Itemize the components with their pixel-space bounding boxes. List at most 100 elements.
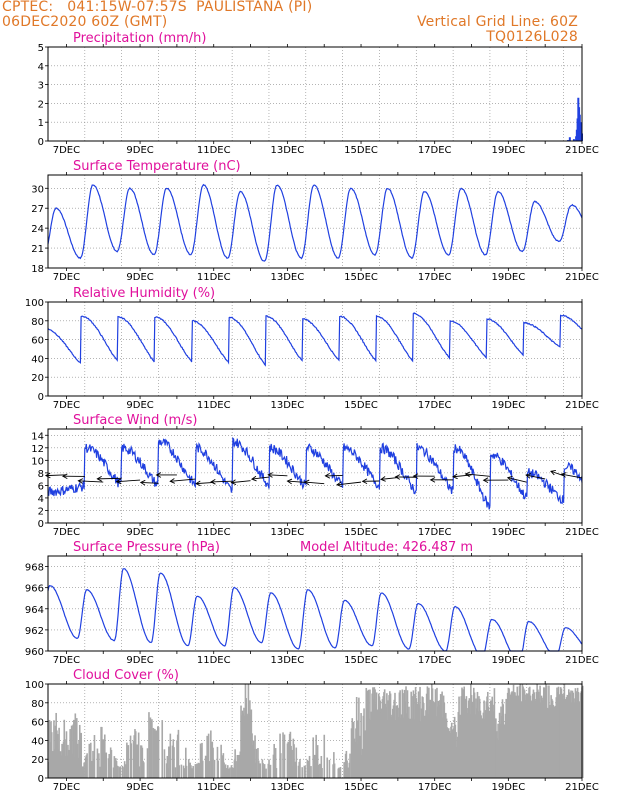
wind-arrow-head <box>412 473 419 479</box>
y-tick-label: 30 <box>31 184 44 195</box>
y-tick-label: 14 <box>31 431 44 442</box>
y-tick-label: 10 <box>31 456 44 467</box>
x-tick-label: 7DEC <box>53 272 80 283</box>
y-tick-label: 4 <box>38 62 44 73</box>
wind-arrow <box>196 482 214 485</box>
cloud-bar <box>183 768 186 778</box>
cloud-bar <box>83 762 85 778</box>
cloud-bar <box>333 763 336 778</box>
cloud-bar <box>53 720 55 778</box>
series-line <box>47 568 583 652</box>
cloud-bar <box>74 713 77 778</box>
cloud-bar <box>143 762 145 778</box>
cloud-bar <box>86 753 88 778</box>
cloud-bar <box>339 766 342 778</box>
cloud-bar <box>301 767 303 778</box>
cloud-bar <box>98 753 100 778</box>
series-line <box>47 183 583 262</box>
x-tick-label: 13DEC <box>271 145 305 156</box>
cloud-bar <box>213 759 216 778</box>
x-tick-label: 9DEC <box>126 527 153 538</box>
wind-arrow <box>231 480 251 484</box>
wind-arrow <box>465 473 490 477</box>
cloud-bar <box>355 697 358 778</box>
cloud-bar <box>235 761 237 778</box>
x-tick-label: 21DEC <box>565 145 599 156</box>
y-tick-label: 21 <box>31 244 44 255</box>
cloud-bar <box>220 744 222 778</box>
cloud-bar <box>65 731 68 778</box>
wind-arrow-head <box>303 479 310 486</box>
cloud-bar <box>275 768 278 778</box>
wind-arrow <box>251 476 270 480</box>
cloud-bar <box>102 739 105 778</box>
x-tick-label: 11DEC <box>197 145 231 156</box>
y-tick-label: 8 <box>38 469 44 480</box>
cloud-bar <box>320 755 323 778</box>
panel-frame <box>47 174 583 269</box>
wind-arrow-head <box>464 471 471 478</box>
cloud-bar <box>169 733 172 778</box>
cloud-bar <box>204 755 207 778</box>
precip-bar <box>580 122 583 141</box>
wind-arrow-head <box>195 480 201 487</box>
wind-arrow <box>337 481 362 486</box>
y-tick-label: 18 <box>31 264 44 275</box>
cloud-bar <box>93 735 96 778</box>
panel-frame <box>47 683 583 779</box>
y-tick-label: 2 <box>38 99 44 110</box>
panel-title: Surface Wind (m/s) <box>73 413 197 428</box>
x-tick-label: 17DEC <box>418 272 452 283</box>
cloud-bar <box>174 767 177 778</box>
y-tick-label: 966 <box>25 584 44 595</box>
x-tick-label: 17DEC <box>418 145 452 156</box>
x-tick-label: 11DEC <box>197 527 231 538</box>
cloud-bar <box>163 749 166 778</box>
x-tick-label: 17DEC <box>418 527 452 538</box>
x-tick-label: 19DEC <box>491 782 525 793</box>
y-tick-label: 40 <box>31 736 44 747</box>
wind-arrow <box>268 474 288 477</box>
cloud-bar <box>168 746 170 778</box>
cloud-bar <box>207 733 210 778</box>
cloud-bar <box>280 753 282 778</box>
y-tick-label: 968 <box>25 563 44 574</box>
y-tick-label: 80 <box>31 699 44 710</box>
x-tick-label: 11DEC <box>197 272 231 283</box>
wind-arrow-head <box>115 478 122 485</box>
cloud-bar <box>217 760 220 778</box>
cloud-bar <box>283 734 286 778</box>
y-tick-label: 12 <box>31 444 44 455</box>
cloud-bar <box>254 735 256 778</box>
header-location: CPTEC: 041:15W-07:57S PAULISTANA (PI) <box>2 0 313 15</box>
y-tick-label: 4 <box>38 494 44 505</box>
cloud-bar <box>582 685 584 778</box>
cloud-bar <box>105 752 108 778</box>
cloud-bar <box>138 766 141 778</box>
cloud-bar <box>326 757 329 778</box>
wind-arrow-head <box>525 473 532 479</box>
wind-arrow-head <box>394 474 401 480</box>
cloud-bar <box>110 749 113 778</box>
wind-arrow <box>45 474 67 477</box>
x-tick-label: 19DEC <box>491 145 525 156</box>
cloud-bar <box>108 753 110 778</box>
cloud-bar <box>161 720 164 778</box>
cloud-bar <box>136 744 138 778</box>
cloud-bar <box>238 754 240 778</box>
y-tick-label: 80 <box>31 317 44 328</box>
cloud-bar <box>88 743 91 778</box>
y-tick-label: 20 <box>31 755 44 766</box>
x-tick-label: 17DEC <box>418 782 452 793</box>
cloud-bar <box>130 743 133 778</box>
x-tick-label: 19DEC <box>491 400 525 411</box>
wind-arrow-head <box>560 472 567 478</box>
x-tick-label: 21DEC <box>565 400 599 411</box>
cloud-bar <box>282 732 284 778</box>
cloud-bar <box>328 759 331 778</box>
cloud-bar <box>78 724 81 778</box>
wind-arrow-head <box>452 473 458 480</box>
cloud-bar <box>351 718 354 778</box>
cloud-bar <box>180 764 183 778</box>
cloud-bar <box>151 719 153 778</box>
